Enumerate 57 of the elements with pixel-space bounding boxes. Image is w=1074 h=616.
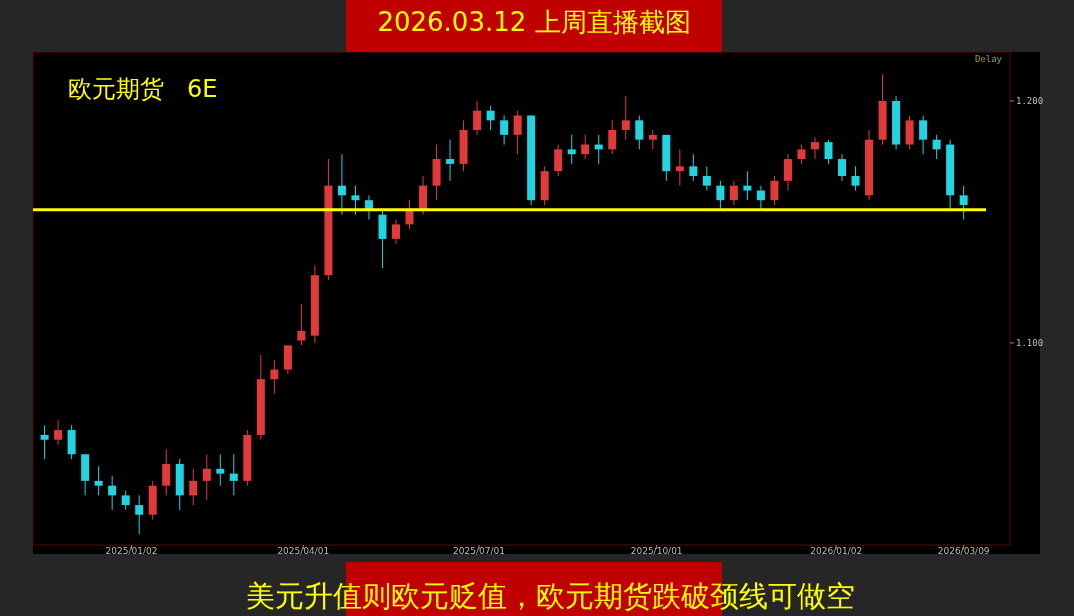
- candlestick: [783, 153, 792, 192]
- x-tick-label: 2026/01/02: [810, 546, 863, 556]
- candlestick: [851, 165, 860, 192]
- x-tick-label: 2025/01/02: [105, 546, 158, 556]
- candlestick: [702, 165, 711, 192]
- candlestick: [216, 453, 225, 487]
- candlestick: [94, 465, 103, 496]
- candlestick: [473, 100, 482, 136]
- candlestick: [716, 180, 725, 211]
- candlestick: [554, 144, 563, 177]
- candlestick: [189, 468, 198, 506]
- candlestick: [689, 153, 698, 182]
- y-tick-label: 1.200: [1016, 96, 1044, 107]
- candlestick: [270, 359, 279, 395]
- candlestick: [392, 219, 400, 245]
- annotation: Delay: [974, 54, 1003, 64]
- candlestick: [635, 114, 644, 150]
- candlestick: [608, 119, 617, 155]
- candlestick: [932, 134, 941, 160]
- candlestick: [446, 139, 455, 182]
- x-tick-label: 2025/07/01: [453, 546, 505, 556]
- candlestick: [567, 134, 576, 165]
- text: 欧元期货 6E: [68, 75, 218, 103]
- candlestick: [297, 303, 306, 346]
- candlestick: [54, 419, 63, 446]
- candlestick: [486, 105, 495, 131]
- candlestick: [500, 114, 509, 146]
- candlestick: [40, 424, 49, 460]
- x-tick-label: 2025/10/01: [630, 546, 683, 556]
- candlestick: [405, 199, 414, 230]
- candlestick: [675, 148, 684, 187]
- x-tick-label: 2026/03/09: [937, 546, 990, 556]
- candlestick: [797, 144, 806, 165]
- candlestick: [838, 153, 847, 182]
- y-tick-label: 1.100: [1016, 338, 1044, 349]
- candlestick: [919, 114, 928, 155]
- candlestick: [621, 95, 630, 141]
- candlestick: [108, 475, 117, 511]
- candlestick: [810, 136, 819, 160]
- candlestick: [337, 153, 346, 216]
- candlestick: [729, 180, 738, 206]
- candlestick: [351, 185, 360, 216]
- candlestick: [162, 448, 171, 496]
- chart-title: 2026.03.12 上周直播截图: [377, 7, 691, 37]
- candlestick: [513, 110, 522, 155]
- candlestick: [202, 453, 211, 501]
- candlestick: [743, 170, 752, 201]
- candlestick: [581, 134, 590, 160]
- candlestick: [229, 453, 238, 496]
- candlestick: [824, 139, 833, 165]
- candlestick: [756, 185, 765, 211]
- candlestick: [135, 494, 144, 535]
- candlestick: [770, 175, 779, 206]
- candlestick: [121, 490, 130, 511]
- candlestick: [959, 185, 968, 221]
- candlestick: [648, 129, 657, 150]
- x-tick-label: 2025/04/01: [277, 546, 330, 556]
